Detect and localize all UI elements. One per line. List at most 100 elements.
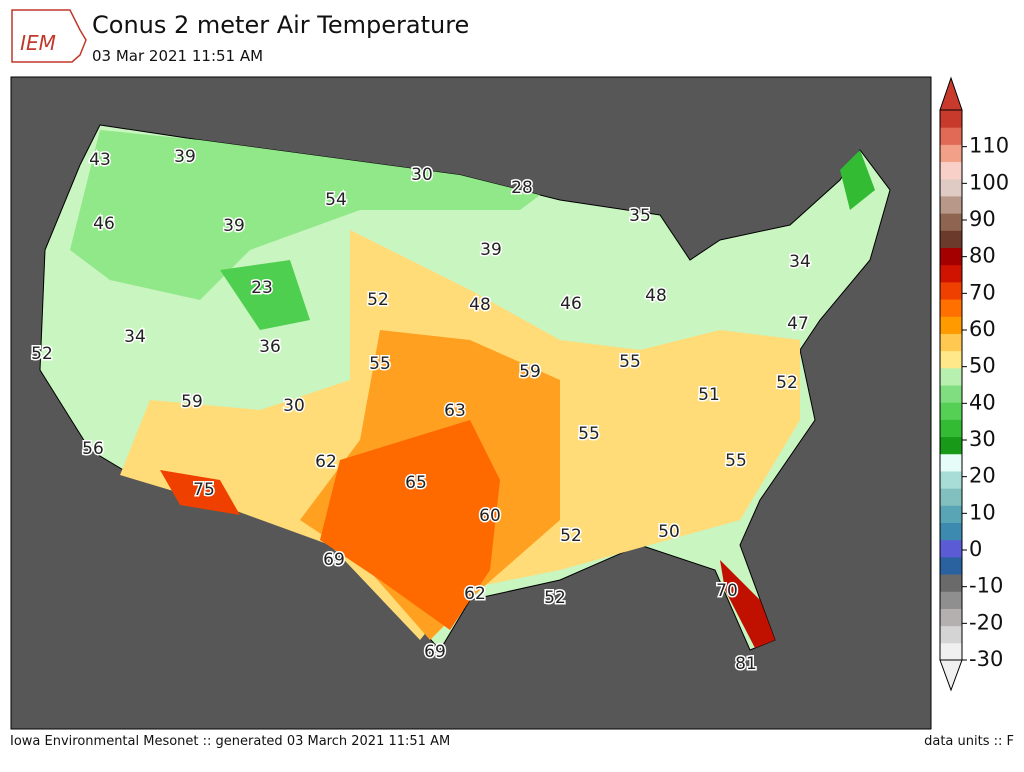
station-value: 36	[259, 337, 281, 357]
colorbar-segment	[940, 230, 962, 248]
colorbar-segment	[940, 470, 962, 489]
colorbar-tick-label: 30	[969, 427, 996, 451]
colorbar-segment	[940, 333, 962, 352]
station-value: 52	[544, 588, 566, 608]
station-value: 69	[424, 642, 446, 662]
colorbar-segment	[940, 488, 962, 506]
subtitle: 03 Mar 2021 11:51 AM	[92, 47, 263, 65]
colorbar-segment	[940, 264, 962, 283]
colorbar-segment	[940, 574, 962, 592]
station-value: 70	[716, 581, 738, 601]
station-value: 75	[193, 480, 215, 500]
footer-right: data units :: F	[924, 734, 1014, 749]
colorbar-tick-label: 40	[969, 390, 996, 414]
colorbar-segment	[940, 281, 962, 300]
colorbar-segment	[940, 591, 962, 609]
station-value: 55	[725, 451, 747, 471]
colorbar-segment	[940, 110, 962, 128]
colorbar-segment	[940, 642, 962, 661]
station-value: 55	[578, 424, 600, 444]
colorbar-segment	[940, 505, 962, 523]
logo-text: IEM	[20, 31, 56, 55]
colorbar-segment	[940, 625, 962, 644]
colorbar-segment	[940, 402, 962, 420]
station-value: 54	[325, 190, 347, 210]
colorbar-segment	[940, 161, 962, 180]
colorbar-segment	[940, 127, 962, 145]
station-value: 52	[560, 526, 582, 546]
station-value: 55	[369, 354, 391, 374]
station-value: 46	[93, 214, 115, 234]
colorbar-tick-label: -30	[969, 647, 1003, 671]
colorbar-outline	[939, 109, 963, 661]
station-value: 30	[283, 396, 305, 416]
station-value: 63	[444, 401, 466, 421]
map-land	[39, 124, 891, 651]
colorbar-segment	[940, 385, 962, 403]
colorbar-segment	[940, 608, 962, 627]
station-value: 39	[223, 216, 245, 236]
station-value: 28	[511, 178, 533, 198]
colorbar-tick-label: -20	[969, 610, 1003, 634]
colorbar-segment	[940, 350, 962, 369]
colorbar-segment	[940, 367, 962, 386]
colorbar-tick-label: 90	[969, 207, 996, 231]
logo: IEM	[11, 9, 87, 63]
station-value: 50	[658, 522, 680, 542]
station-value: 59	[181, 392, 203, 412]
station-value: 55	[619, 352, 641, 372]
station-value: 30	[411, 165, 433, 185]
colorbar-segment	[940, 539, 962, 558]
station-value: 51	[698, 385, 720, 405]
colorbar-tick-label: -10	[969, 574, 1003, 598]
colorbar-segment	[940, 556, 962, 575]
colorbar-tick-label: 60	[969, 317, 996, 341]
footer-left: Iowa Environmental Mesonet :: generated …	[10, 734, 450, 749]
colorbar: -30 -20 -10 0 10 20 30 40 50 60 70 80 90 100 110	[939, 76, 1009, 692]
colorbar-tick-label: 70	[969, 280, 996, 304]
colorbar-segment	[940, 453, 962, 472]
station-value: 34	[124, 327, 146, 347]
station-labels: 43 39 30 28 35 54 46 39 39 34 23 52 48 46 48 47 34 52 36 55…	[30, 146, 813, 676]
station-value: 23	[251, 278, 273, 298]
station-value: 52	[31, 344, 53, 364]
station-value: 62	[464, 584, 486, 604]
station-value: 39	[480, 240, 502, 260]
station-value: 52	[776, 373, 798, 393]
title: Conus 2 meter Air Temperature	[92, 11, 469, 39]
station-value: 39	[174, 147, 196, 167]
colorbar-segment	[940, 213, 962, 231]
colorbar-segment	[940, 144, 962, 163]
station-value: 43	[89, 150, 111, 170]
station-value: 69	[323, 550, 345, 570]
colorbar-segment	[940, 195, 962, 214]
colorbar-tick-label: 80	[969, 244, 996, 268]
station-value: 52	[367, 290, 389, 310]
colorbar-tick-label: 0	[969, 537, 982, 561]
station-value: 65	[405, 473, 427, 493]
colorbar-tick-label: 110	[969, 134, 1009, 158]
colorbar-segment	[940, 419, 962, 438]
colorbar-segment	[940, 178, 962, 197]
colorbar-tick-label: 100	[969, 170, 1009, 194]
colorbar-tick-label: 20	[969, 464, 996, 488]
station-value: 46	[560, 294, 582, 314]
station-value: 62	[315, 452, 337, 472]
station-value: 34	[789, 252, 811, 272]
station-value: 81	[735, 654, 757, 674]
colorbar-segment	[940, 299, 962, 317]
station-value: 48	[645, 286, 667, 306]
station-value: 35	[629, 206, 651, 226]
colorbar-segment	[940, 247, 962, 266]
station-value: 48	[469, 295, 491, 315]
colorbar-tick-label: 10	[969, 500, 996, 524]
colorbar-segment	[940, 316, 962, 334]
station-value: 47	[787, 314, 809, 334]
colorbar-tick-label: 50	[969, 354, 996, 378]
colorbar-segment	[940, 436, 962, 455]
station-value: 59	[519, 362, 541, 382]
station-value: 60	[479, 506, 501, 526]
colorbar-segment	[940, 522, 962, 541]
station-value: 56	[82, 439, 104, 459]
